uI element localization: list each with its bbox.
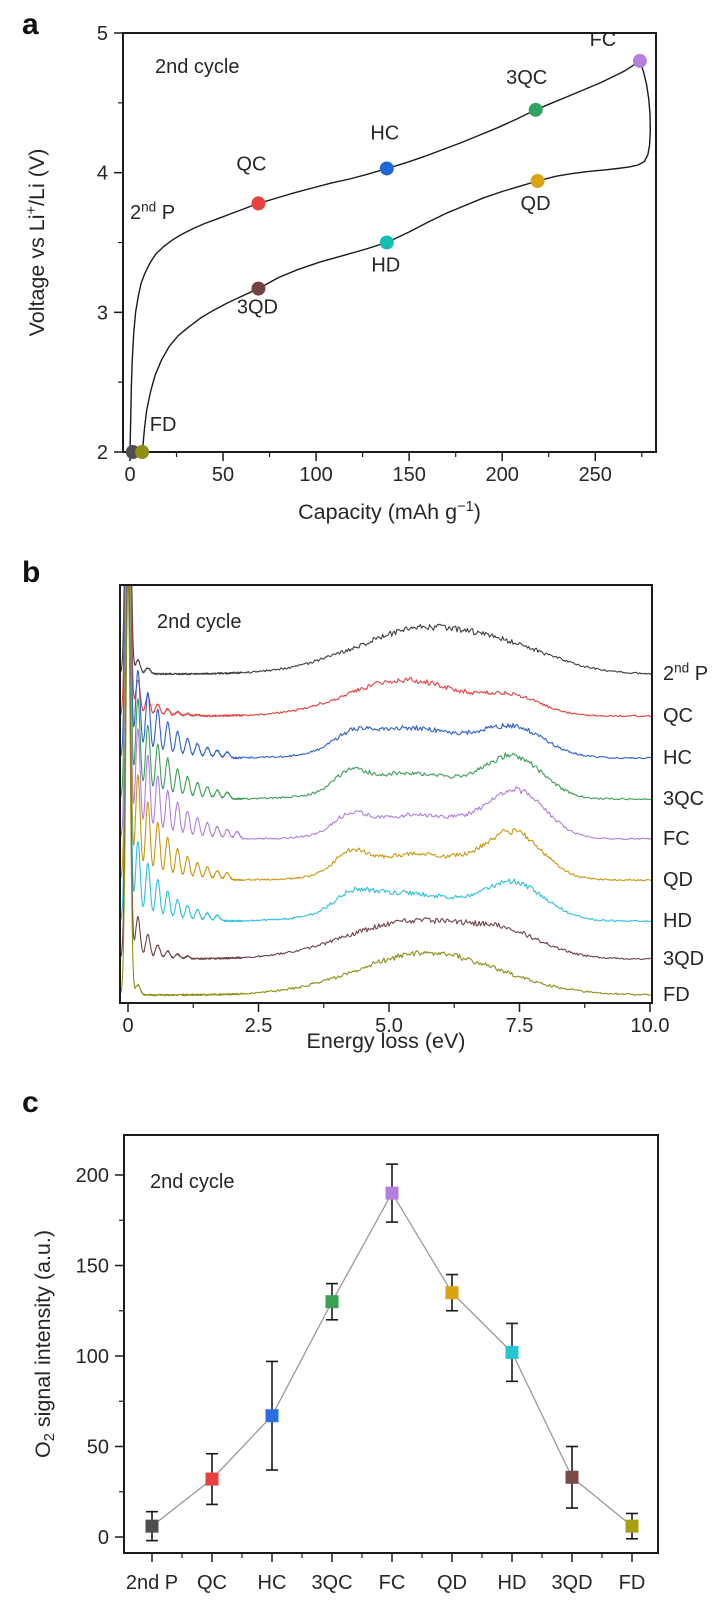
x-tick-label: 0: [124, 464, 135, 486]
category-label-3qc: 3QC: [311, 1572, 352, 1594]
spectrum-3qc: [121, 586, 651, 801]
y-tick-label: 0: [98, 1527, 109, 1549]
panel-a-annotation-2nd-p: 2nd P: [130, 199, 175, 224]
data-point-qd: [445, 1286, 459, 1300]
panel-a-annotation: 2nd cycle: [155, 56, 240, 78]
x-tick-label: 200: [486, 464, 519, 486]
x-tick-label: 10.0: [631, 1015, 670, 1037]
y-axis-label: O2 signal intensity (a.u.): [31, 1230, 58, 1458]
marker-hc: [379, 161, 394, 176]
marker-label-3qc: 3QC: [506, 67, 547, 89]
marker-label-3qd: 3QD: [237, 297, 278, 319]
spectrum-label-hc: HC: [663, 747, 692, 769]
spectrum-label-qd: QD: [663, 869, 693, 891]
marker-label-fc: FC: [590, 29, 617, 51]
spectrum-3qd: [121, 586, 651, 961]
category-label-hd: HD: [498, 1572, 527, 1594]
spectrum-label-qc: QC: [663, 705, 693, 727]
spectrum-2nd-p: [121, 586, 651, 676]
spectrum-label-3qc: 3QC: [663, 788, 704, 810]
panel-b-frame: [119, 584, 653, 1004]
marker-qc: [251, 196, 266, 211]
y-tick-label: 2: [97, 442, 108, 464]
category-label-fd: FD: [619, 1572, 646, 1594]
category-label-qc: QC: [197, 1572, 227, 1594]
panel-c-letter: c: [22, 1086, 39, 1119]
marker-label-qd: QD: [521, 193, 551, 215]
y-tick-label: 3: [97, 302, 108, 324]
marker-label-fd: FD: [150, 414, 177, 436]
marker-fd: [135, 445, 150, 459]
marker-hd: [379, 235, 394, 250]
y-axis-label: Voltage vs Li+/Li (V): [24, 149, 49, 337]
data-point-fd: [625, 1519, 639, 1533]
category-label-3qd: 3QD: [551, 1572, 592, 1594]
panel-b-letter: b: [22, 556, 41, 589]
x-tick-label: 5.0: [375, 1015, 403, 1037]
spectrum-hc: [121, 586, 651, 760]
y-tick-label: 100: [76, 1346, 109, 1368]
category-label-fc: FC: [379, 1572, 406, 1594]
marker-fc: [632, 53, 647, 68]
x-axis-label: Energy loss (eV): [307, 1029, 466, 1053]
data-point-hd: [505, 1345, 519, 1359]
marker-label-qc: QC: [236, 153, 266, 175]
data-point-3qd: [565, 1470, 579, 1484]
panel-a-letter: a: [22, 8, 39, 41]
marker-qd: [530, 174, 545, 189]
panel-b-chart: 2nd P QC HC 3QC FC QD HD 3QD FD 0 2.5 5.0 7.5 10.0 Ene…: [119, 584, 708, 1053]
data-point-hc: [265, 1409, 279, 1423]
data-point-qc: [205, 1472, 219, 1486]
connector-line: [151, 1191, 633, 1527]
x-tick-label: 150: [392, 464, 425, 486]
spectrum-qd: [121, 586, 651, 882]
x-tick-label: 100: [299, 464, 332, 486]
category-label-qd: QD: [437, 1572, 467, 1594]
data-point-2nd-p: [145, 1519, 159, 1533]
category-label-2nd-p: 2nd P: [126, 1572, 178, 1594]
spectrum-label-fc: FC: [663, 828, 690, 850]
discharge-curve: [141, 60, 651, 453]
x-tick-label: 2.5: [245, 1015, 273, 1037]
category-label-hc: HC: [258, 1572, 287, 1594]
spectrum-fd: [121, 586, 651, 997]
spectrum-qc: [121, 586, 651, 718]
marker-3qc: [528, 102, 543, 117]
marker-label-hd: HD: [371, 255, 400, 277]
marker-label-hc: HC: [370, 122, 399, 144]
x-tick-label: 0: [122, 1015, 133, 1037]
y-tick-label: 50: [87, 1437, 109, 1459]
panel-a-chart: 0 50 100 150 200 250 2 3 4 5 Capacity (mAh g−1) Vol…: [24, 23, 657, 524]
panel-c-annotation: 2nd cycle: [150, 1171, 235, 1193]
spectrum-label-3qd: 3QD: [663, 948, 704, 970]
x-tick-label: 7.5: [506, 1015, 534, 1037]
spectrum-fc: [121, 586, 651, 841]
panel-b-annotation: 2nd cycle: [157, 611, 242, 633]
panel-c-chart: 0 50 100 150 200 2nd P QC HC 3QC FC QD HD 3QD FD O2 si…: [31, 1134, 659, 1594]
spectrum-hd: [121, 586, 651, 923]
y-tick-label: 5: [97, 23, 108, 45]
marker-3qd: [251, 281, 266, 296]
spectrum-label-fd: FD: [663, 984, 690, 1006]
spectrum-label-hd: HD: [663, 910, 692, 932]
x-tick-label: 250: [579, 464, 612, 486]
data-point-3qc: [325, 1295, 339, 1309]
spectrum-label-2nd-p: 2nd P: [663, 660, 708, 685]
data-point-fc: [385, 1186, 399, 1200]
x-tick-label: 50: [212, 464, 234, 486]
y-tick-label: 150: [76, 1256, 109, 1278]
spectra-group: [121, 586, 651, 997]
x-axis-label: Capacity (mAh g−1): [298, 499, 481, 524]
y-tick-label: 4: [97, 163, 108, 185]
panel-c-frame: [123, 1134, 659, 1554]
y-tick-label: 200: [76, 1165, 109, 1187]
charge-curve: [129, 60, 641, 453]
